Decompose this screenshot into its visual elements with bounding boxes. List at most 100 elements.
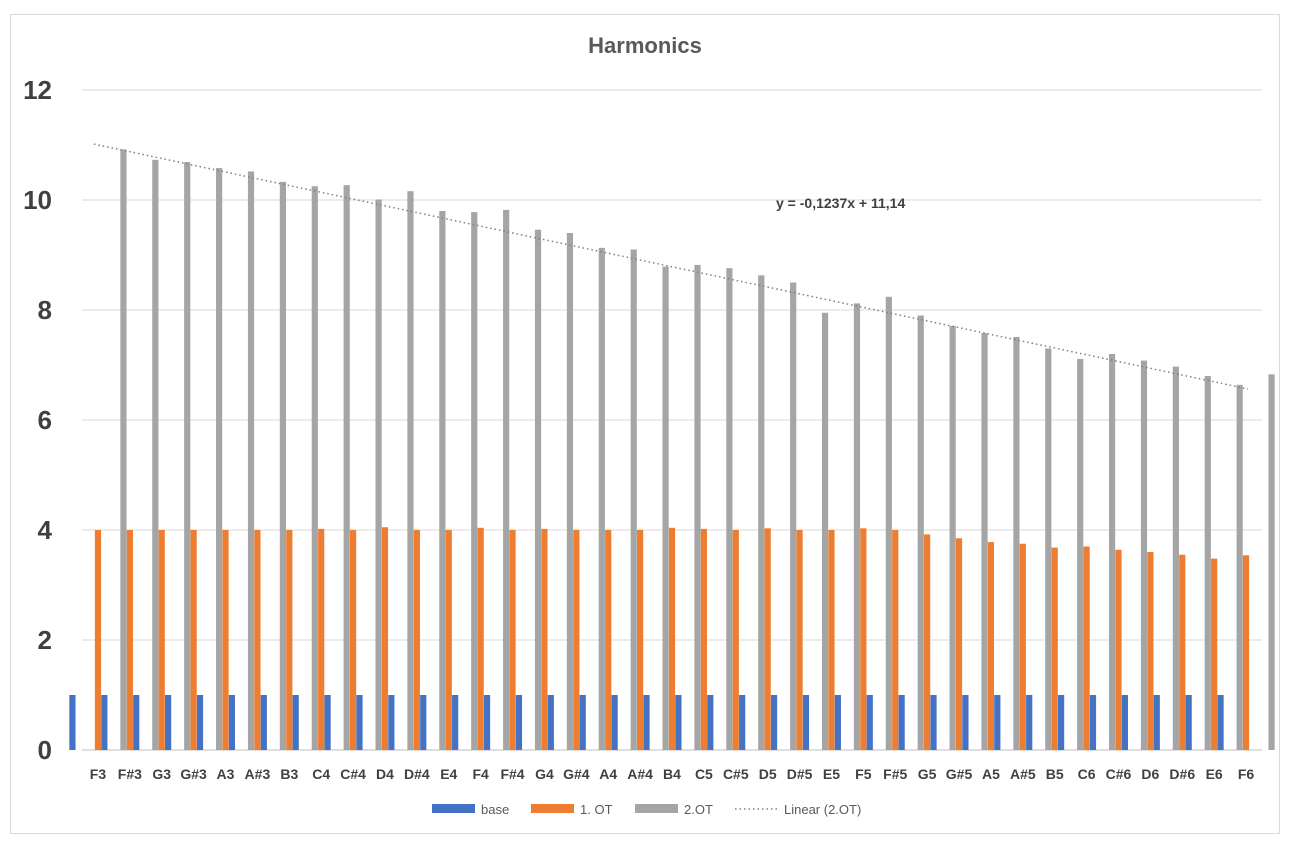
x-tick-label: G4	[535, 766, 554, 782]
x-tick-label: F#4	[500, 766, 524, 782]
bar-1-ot-Gsharp4	[573, 530, 580, 750]
x-tick-label: F#3	[118, 766, 142, 782]
x-tick-label: D#5	[787, 766, 813, 782]
bar-base-C6	[1057, 695, 1065, 750]
bar-2-ot-G4	[566, 233, 574, 750]
x-tick-label: F5	[855, 766, 872, 782]
bar-2-ot-Fsharp5	[917, 315, 924, 750]
bar-2-ot-C6	[1108, 354, 1116, 750]
bar-base-F3	[69, 695, 76, 750]
legend-label: 2.OT	[684, 802, 713, 817]
bar-base-Asharp3	[228, 695, 236, 750]
bar-1-ot-B5	[1051, 547, 1058, 750]
x-tick-label: G#5	[946, 766, 973, 782]
x-tick-label: F6	[1238, 766, 1255, 782]
bar-2-ot-A3	[247, 171, 255, 750]
x-tick-label: A5	[982, 766, 1000, 782]
bar-2-ot-B5	[1077, 358, 1084, 750]
bar-2-ot-Csharp6	[1140, 360, 1148, 750]
x-tick-label: D#6	[1169, 766, 1195, 782]
y-tick-label: 6	[38, 405, 52, 435]
bar-1-ot-D4	[381, 527, 389, 750]
x-tick-label: F4	[472, 766, 489, 782]
bar-1-ot-Dsharp5	[796, 530, 803, 750]
legend-swatch	[531, 804, 574, 813]
bar-1-ot-F6	[1242, 555, 1250, 750]
legend-swatch	[432, 804, 475, 813]
bar-base-C5	[675, 695, 682, 750]
bar-1-ot-Gsharp5	[955, 538, 963, 750]
trendline	[93, 143, 1249, 390]
bar-base-Fsharp3	[101, 695, 108, 750]
bar-1-ot-A5	[987, 542, 995, 750]
legend-label: base	[481, 802, 509, 817]
bar-1-ot-Asharp3	[254, 530, 261, 750]
bar-base-E4	[420, 695, 427, 750]
bar-base-Gsharp4	[547, 695, 554, 750]
bar-base-Asharp4	[611, 695, 618, 750]
x-tick-label: G5	[918, 766, 937, 782]
bar-base-Dsharp4	[388, 695, 395, 750]
x-tick-label: A#4	[627, 766, 653, 782]
bar-2-ot-F6	[1268, 374, 1275, 750]
x-tick-label: A3	[217, 766, 235, 782]
bar-2-ot-A5	[1013, 336, 1020, 750]
bar-1-ot-Dsharp6	[1179, 554, 1186, 750]
legend-label: Linear (2.OT)	[784, 802, 861, 817]
bar-2-ot-G3	[184, 162, 191, 751]
bar-1-ot-D6	[1147, 552, 1154, 750]
x-tick-label: C6	[1078, 766, 1096, 782]
x-tick-label: D5	[759, 766, 777, 782]
bar-2-ot-E4	[471, 212, 478, 751]
bar-base-E5	[802, 695, 810, 750]
bar-1-ot-A3	[222, 530, 229, 750]
bar-2-ot-D5	[790, 282, 797, 750]
bar-2-ot-F5	[885, 296, 892, 750]
x-tick-label: C#4	[340, 766, 366, 782]
bar-1-ot-A4	[605, 530, 612, 750]
bar-base-Csharp4	[324, 695, 331, 750]
x-tick-label: B3	[280, 766, 298, 782]
bar-base-B5	[1026, 695, 1033, 750]
bar-1-ot-Gsharp3	[190, 530, 197, 750]
bar-2-ot-Dsharp4	[439, 211, 446, 750]
bar-2-ot-Csharp5	[758, 275, 765, 750]
bar-base-Gsharp3	[165, 695, 172, 750]
bar-base-F6	[1217, 695, 1224, 750]
bar-2-ot-F3	[120, 149, 127, 750]
bar-base-F5	[834, 695, 841, 750]
bar-1-ot-D5	[764, 528, 771, 750]
y-tick-label: 0	[38, 735, 52, 765]
bar-1-ot-F3	[94, 530, 102, 750]
y-axis: 0 2 4 6 8 10 12	[23, 75, 52, 765]
bar-base-Csharp5	[707, 695, 714, 750]
bar-base-B4	[643, 695, 650, 750]
bars	[69, 149, 1275, 751]
bar-1-ot-B3	[286, 530, 293, 750]
bar-base-Dsharp5	[770, 695, 778, 750]
bar-1-ot-E4	[445, 530, 452, 750]
bar-1-ot-Csharp5	[732, 530, 739, 750]
y-tick-label: 4	[38, 515, 53, 545]
x-tick-label: A#3	[245, 766, 271, 782]
bar-1-ot-F4	[477, 527, 484, 750]
bar-1-ot-C6	[1083, 546, 1090, 750]
bar-1-ot-E6	[1211, 558, 1218, 750]
bar-base-A5	[962, 695, 969, 750]
bar-base-C4	[292, 695, 299, 750]
x-tick-label: A4	[599, 766, 617, 782]
bar-base-A4	[579, 695, 586, 750]
x-tick-label: F3	[90, 766, 107, 782]
bar-2-ot-A4	[630, 249, 637, 750]
x-tick-label: A#5	[1010, 766, 1036, 782]
bar-1-ot-B4	[668, 527, 676, 750]
bar-2-ot-D6	[1172, 366, 1179, 750]
bar-1-ot-Fsharp4	[509, 530, 516, 750]
bar-2-ot-Fsharp4	[534, 229, 542, 750]
bar-2-ot-Gsharp4	[598, 247, 605, 750]
bar-base-Csharp6	[1089, 695, 1097, 750]
bar-base-F4	[452, 695, 459, 750]
bar-base-G5	[898, 695, 905, 750]
bar-base-G3	[133, 695, 140, 750]
